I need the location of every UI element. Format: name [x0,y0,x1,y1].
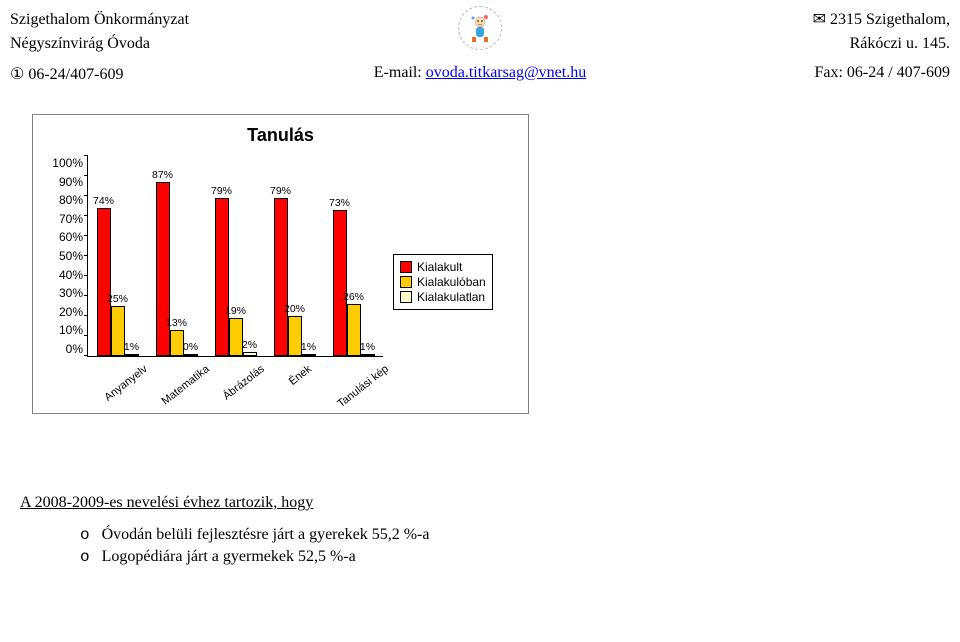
y-tick-label: 40% [59,268,83,282]
bar-group: 79%20%1% [265,156,324,356]
phone-number: 06-24/407-609 [28,66,123,83]
x-tick-label: Ábrázolás [220,363,266,403]
bar-value-label: 25% [107,293,128,305]
bar: 79% [215,198,229,356]
bar-value-label: 2% [242,339,257,351]
bar-group: 73%26%1% [324,156,383,356]
legend-label: Kialakult [417,260,462,274]
bar: 0% [184,354,198,356]
legend-item: Kialakulóban [400,275,486,289]
y-tick-label: 50% [59,249,83,263]
legend-swatch [400,291,412,303]
bar-value-label: 20% [284,303,305,315]
x-tick-label: Anyanyelv [102,363,149,404]
bar: 20% [288,316,302,356]
bar: 26% [347,304,361,356]
bar-value-label: 74% [93,195,114,207]
legend-label: Kialakulóban [417,275,486,289]
header-logo [458,6,502,50]
bar: 19% [229,318,243,356]
y-tick-label: 60% [59,230,83,244]
y-tick-label: 70% [59,212,83,226]
bar-value-label: 0% [183,341,198,353]
bar-value-label: 13% [166,317,187,329]
fax-number: Fax: 06-24 / 407-609 [814,64,950,84]
y-tick-label: 80% [59,193,83,207]
x-tick-label: Tanulási kép [335,363,391,410]
x-tick-label: Ének [286,363,313,388]
y-tick-label: 30% [59,286,83,300]
bar-group: 79%19%2% [206,156,265,356]
body-intro: A 2008-2009-es nevelési évhez tartozik, … [20,494,313,511]
legend-item: Kialakult [400,260,486,274]
chart-plot: 74%25%1%87%13%0%79%19%2%79%20%1%73%26%1% [87,156,383,357]
email-label: E-mail: [374,64,422,81]
y-axis: 100% 90% 80% 70% 60% 50% 40% 30% 20% 10% 0% [43,156,83,356]
bar: 13% [170,330,184,356]
bar-value-label: 1% [124,341,139,353]
bar-value-label: 79% [270,185,291,197]
org-sub: Négyszínvirág Óvoda [10,32,189,56]
bar: 87% [156,182,170,356]
bar-value-label: 87% [152,169,173,181]
bar: 79% [274,198,288,356]
y-tick-label: 90% [59,175,83,189]
bullet-list: Óvodán belüli fejlesztésre járt a gyerek… [80,526,950,566]
email-link[interactable]: ovoda.titkarsag@vnet.hu [426,64,586,81]
bar-group: 74%25%1% [88,156,147,356]
addr-line-2: Rákóczi u. 145. [813,32,950,56]
y-tick-label: 0% [66,342,83,356]
x-axis: AnyanyelvMatematikaÁbrázolásÉnekTanulási… [87,357,382,407]
legend-label: Kialakulatlan [417,290,485,304]
org-name: Szigethalom Önkormányzat [10,8,189,32]
bar: 73% [333,210,347,356]
bar: 1% [125,354,139,356]
legend-swatch [400,276,412,288]
list-item: Logopédiára járt a gyermekek 52,5 %-a [80,548,950,566]
y-tick-label: 100% [52,156,83,170]
list-item: Óvodán belüli fejlesztésre járt a gyerek… [80,526,950,544]
bar-value-label: 73% [329,197,350,209]
bar: 1% [361,354,375,356]
legend-item: Kialakulatlan [400,290,486,304]
bar-value-label: 79% [211,185,232,197]
chart-legend: KialakultKialakulóbanKialakulatlan [393,254,493,310]
bar-value-label: 1% [301,341,316,353]
y-tick-label: 10% [59,323,83,337]
bar-value-label: 26% [343,291,364,303]
bar: 1% [302,354,316,356]
chart-container: Tanulás 100% 90% 80% 70% 60% 50% 40% 30% 20% 10% 0… [32,114,529,414]
phone-icon: ① [10,66,24,83]
addr-line-1: 2315 Szigethalom, [830,11,950,28]
y-tick-label: 20% [59,305,83,319]
bar: 25% [111,306,125,356]
envelope-icon: ✉ [813,8,826,32]
bar: 2% [243,352,257,356]
bar: 74% [97,208,111,356]
x-tick-label: Matematika [159,363,211,407]
bar-group: 87%13%0% [147,156,206,356]
chart-title: Tanulás [43,125,518,146]
legend-swatch [400,261,412,273]
bar-value-label: 19% [225,305,246,317]
bar-value-label: 1% [360,341,375,353]
